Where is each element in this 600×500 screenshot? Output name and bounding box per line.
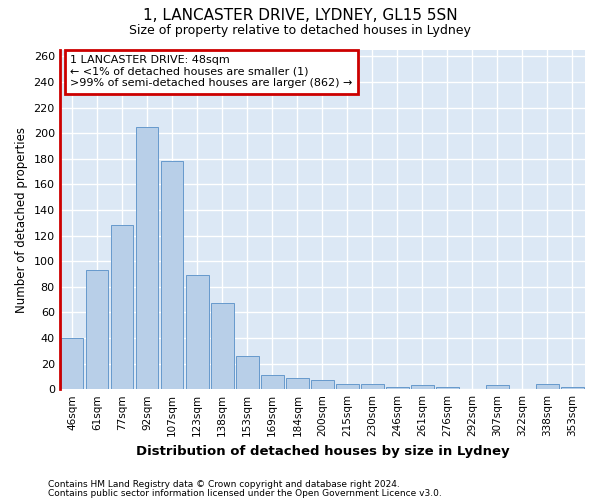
Y-axis label: Number of detached properties: Number of detached properties	[15, 126, 28, 312]
Bar	[161, 162, 184, 389]
Bar	[186, 276, 209, 389]
Bar	[311, 380, 334, 389]
Bar	[486, 386, 509, 389]
Text: Contains public sector information licensed under the Open Government Licence v3: Contains public sector information licen…	[48, 489, 442, 498]
Bar	[361, 384, 383, 389]
Bar	[336, 384, 359, 389]
Bar	[136, 127, 158, 389]
Bar	[536, 384, 559, 389]
Bar	[236, 356, 259, 389]
Bar	[561, 386, 584, 389]
Bar	[436, 386, 458, 389]
Bar	[61, 338, 83, 389]
Text: Size of property relative to detached houses in Lydney: Size of property relative to detached ho…	[129, 24, 471, 37]
Bar	[286, 378, 308, 389]
Bar	[261, 375, 284, 389]
Text: Contains HM Land Registry data © Crown copyright and database right 2024.: Contains HM Land Registry data © Crown c…	[48, 480, 400, 489]
Bar	[411, 386, 434, 389]
X-axis label: Distribution of detached houses by size in Lydney: Distribution of detached houses by size …	[136, 444, 509, 458]
Text: 1 LANCASTER DRIVE: 48sqm
← <1% of detached houses are smaller (1)
>99% of semi-d: 1 LANCASTER DRIVE: 48sqm ← <1% of detach…	[70, 55, 353, 88]
Text: 1, LANCASTER DRIVE, LYDNEY, GL15 5SN: 1, LANCASTER DRIVE, LYDNEY, GL15 5SN	[143, 8, 457, 22]
Bar	[111, 226, 133, 389]
Bar	[86, 270, 109, 389]
Bar	[386, 386, 409, 389]
Bar	[211, 304, 233, 389]
